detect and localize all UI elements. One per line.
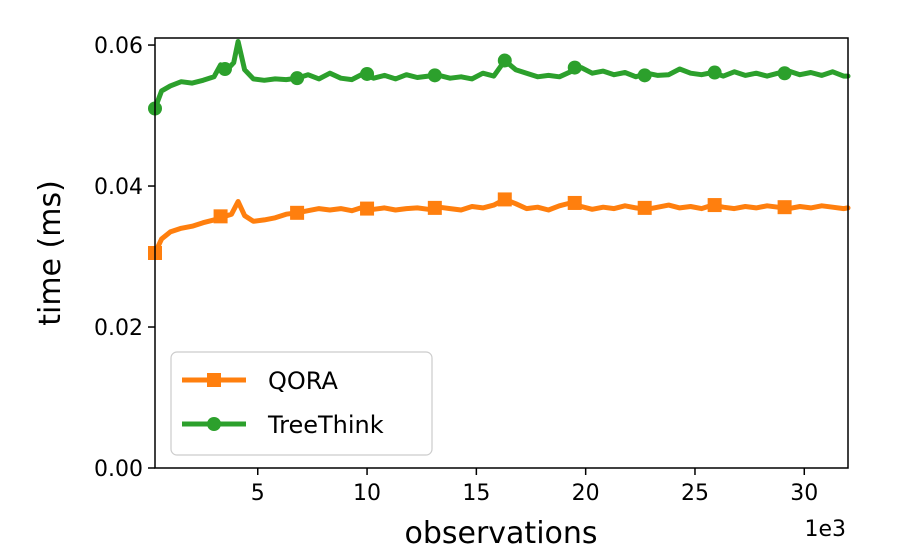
data-point-treethink [777, 66, 792, 81]
data-point-qora [427, 200, 442, 215]
legend-label-qora: QORA [268, 367, 338, 395]
data-point-qora [637, 200, 652, 215]
data-point-qora [360, 201, 375, 216]
series-line-treethink [152, 39, 851, 111]
data-point-treethink [567, 60, 582, 75]
x-tick-label: 30 [790, 481, 818, 506]
legend: QORA TreeThink [170, 351, 433, 456]
series-line-qora [152, 196, 851, 256]
data-point-treethink [217, 62, 232, 77]
data-point-qora [567, 195, 582, 210]
data-point-treethink [427, 68, 442, 83]
data-point-qora [497, 192, 512, 207]
y-tick-label: 0.02 [94, 316, 143, 341]
data-point-qora [290, 205, 305, 220]
y-tick-label: 0.04 [94, 175, 143, 200]
legend-marker-qora [207, 373, 221, 387]
ticks-layer: 5 10 15 20 25 30 0.00 0.02 0.04 0.06 [94, 34, 818, 506]
data-point-qora [777, 200, 792, 215]
y-axis-label: time (ms) [33, 180, 68, 326]
legend-items: QORA TreeThink [182, 367, 384, 439]
data-point-treethink [360, 66, 375, 81]
data-point-treethink [637, 68, 652, 83]
data-point-treethink [290, 71, 305, 86]
x-tick-label: 10 [353, 481, 381, 506]
x-tick-label: 5 [251, 481, 265, 506]
x-tick-label: 20 [572, 481, 600, 506]
plot-frame [154, 37, 849, 469]
data-point-treethink [497, 53, 512, 68]
data-point-treethink [707, 65, 722, 80]
series-treethink [148, 39, 851, 116]
x-tick-label: 15 [462, 481, 490, 506]
y-tick-label: 0.00 [94, 457, 143, 482]
x-axis-label: observations [404, 516, 597, 551]
y-tick-label: 0.06 [94, 34, 143, 59]
series-layer [148, 39, 851, 260]
data-point-qora [213, 209, 228, 224]
legend-label-treethink: TreeThink [267, 411, 384, 439]
x-offset-label: 1e3 [804, 517, 846, 542]
legend-marker-treethink [207, 417, 221, 431]
data-point-qora [707, 198, 722, 213]
x-tick-label: 25 [681, 481, 709, 506]
series-qora [148, 192, 851, 260]
